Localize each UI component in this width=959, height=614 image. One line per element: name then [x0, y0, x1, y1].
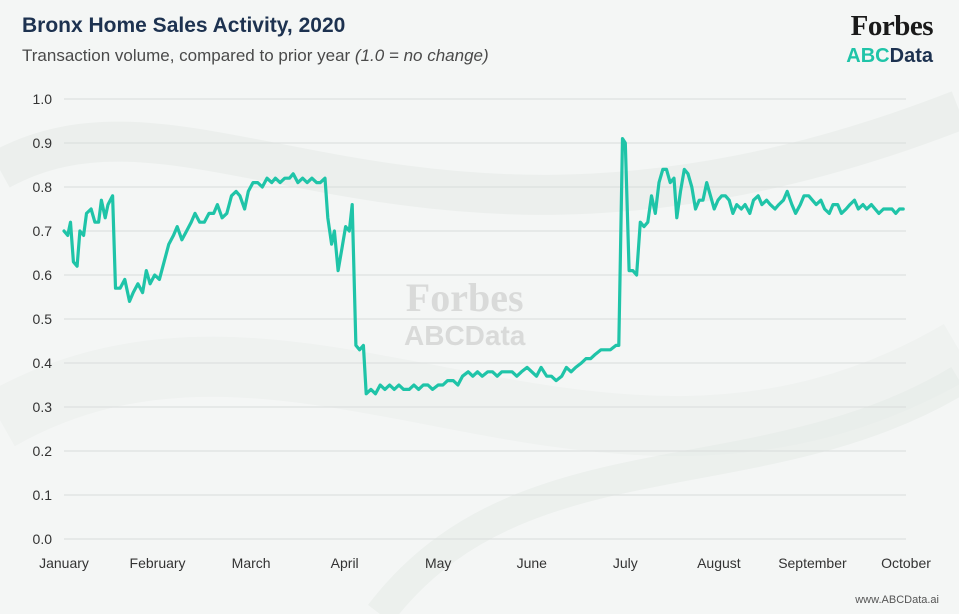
y-tick-label: 0.8 [33, 179, 53, 195]
brand-logo: Forbes ABCData [846, 10, 934, 67]
x-tick-label: April [331, 555, 359, 571]
forbes-logo-text: Forbes [850, 10, 934, 42]
y-tick-label: 0.0 [33, 531, 53, 547]
subtitle-text: Transaction volume, compared to prior ye… [22, 46, 355, 65]
x-tick-label: January [39, 555, 89, 571]
y-tick-label: 0.9 [33, 135, 53, 151]
y-tick-label: 0.4 [33, 355, 53, 371]
x-tick-label: June [517, 555, 548, 571]
x-tick-label: February [130, 555, 186, 571]
x-axis-ticks: January February March April May June July Augu… [39, 555, 931, 571]
x-tick-label: May [425, 555, 451, 571]
abc-text: ABC [846, 45, 890, 67]
x-tick-label: October [881, 555, 931, 571]
data-text: Data [889, 45, 933, 67]
series-line [62, 137, 905, 396]
y-tick-label: 0.6 [33, 267, 53, 283]
grid-layer [64, 98, 906, 540]
y-tick-label: 0.1 [33, 487, 53, 503]
y-tick-label: 0.3 [33, 399, 53, 415]
chart-subtitle: Transaction volume, compared to prior ye… [22, 46, 489, 66]
footer-url: www.ABCData.ai [855, 594, 939, 606]
y-axis-ticks: 0.0 0.1 0.2 0.3 0.4 0.5 0.6 0.7 0.8 0.9 1.0 [33, 91, 53, 547]
x-tick-label: August [697, 555, 741, 571]
series-layer [62, 137, 905, 396]
y-tick-label: 0.7 [33, 223, 53, 239]
chart-title: Bronx Home Sales Activity, 2020 [22, 14, 346, 37]
x-tick-label: March [232, 555, 271, 571]
subtitle-note: (1.0 = no change) [354, 46, 489, 65]
y-tick-label: 0.2 [33, 443, 53, 459]
y-tick-label: 0.5 [33, 311, 53, 327]
x-tick-label: September [778, 555, 847, 571]
y-tick-label: 1.0 [33, 91, 53, 107]
x-tick-label: July [613, 555, 638, 571]
abcdata-logo-text: ABCData [846, 46, 933, 66]
